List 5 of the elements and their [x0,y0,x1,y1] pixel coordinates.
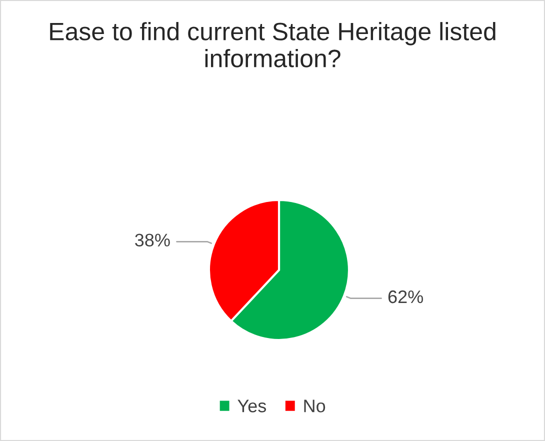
legend-label: No [304,400,326,412]
data-label: 62% [388,290,423,304]
legend-label: Yes [238,400,266,412]
chart-title: Ease to find current State Heritage listed information? [50,22,496,68]
data-label: 38% [135,234,170,246]
